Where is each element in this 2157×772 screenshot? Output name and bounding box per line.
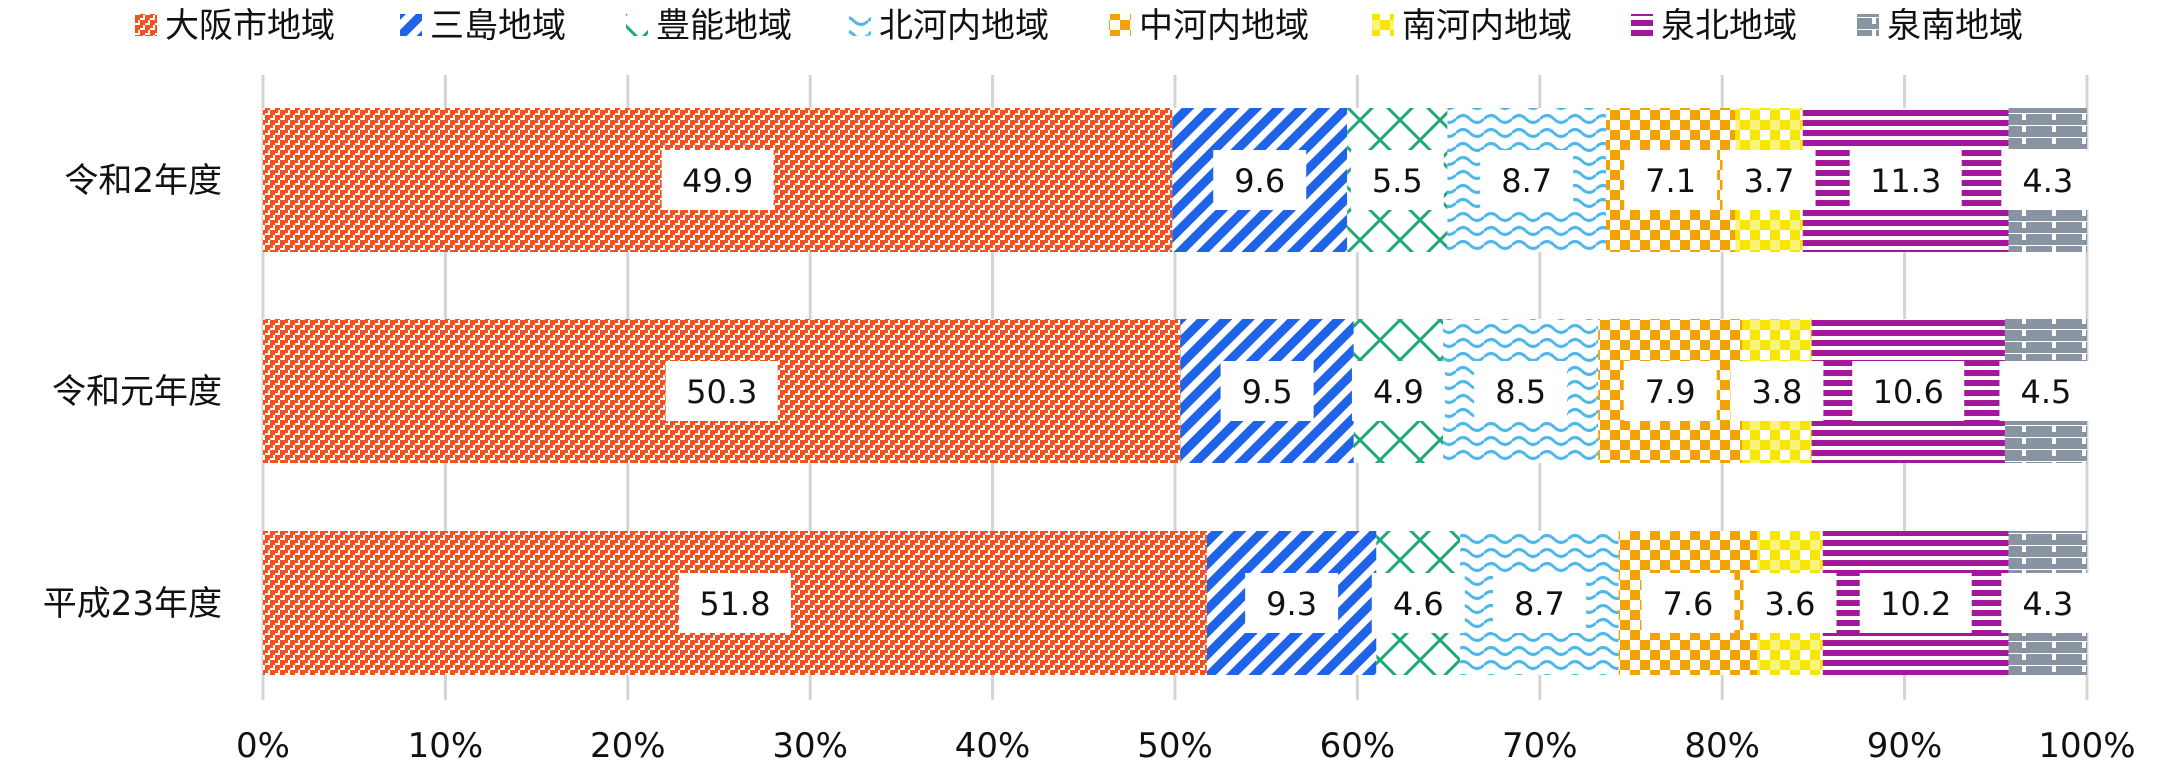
data-label-box [1371,573,1465,633]
data-label-box [1730,361,1824,421]
legend-swatch [135,14,157,36]
data-label: 8.5 [1495,373,1546,411]
data-label-box [1624,150,1718,210]
legend-swatch [1631,14,1653,36]
data-label: 7.6 [1662,585,1713,623]
data-label-box [1220,361,1314,421]
data-label-box [1474,361,1568,421]
data-label-box [1641,573,1735,633]
data-label-box [1480,150,1574,210]
data-label-box [1350,150,1444,210]
legend-entry: 北河内地域 [879,6,1049,46]
legend-entry: 南河内地域 [1402,6,1572,46]
x-tick-label: 70% [1502,726,1578,766]
data-label: 8.7 [1501,162,1552,200]
legend-swatch [1372,14,1394,36]
data-label-box [1492,573,1586,633]
data-label: 9.6 [1234,162,1285,200]
data-label: 3.7 [1744,162,1795,200]
category-label: 令和2年度 [64,161,222,201]
data-label-box [1722,150,1816,210]
data-label-box [678,573,791,633]
data-label: 7.9 [1645,373,1696,411]
data-label-box [1245,573,1339,633]
x-tick-label: 100% [2038,726,2135,766]
data-label: 50.3 [686,373,757,411]
data-label: 11.3 [1870,162,1941,200]
legend-swatch [1109,14,1131,36]
x-tick-label: 60% [1320,726,1396,766]
legend-swatch [626,14,648,36]
data-label: 4.9 [1373,373,1424,411]
data-label: 4.6 [1393,585,1444,623]
data-label-box [1859,573,1972,633]
data-label-box [1743,573,1837,633]
data-label-box [1213,150,1307,210]
legend-entry: 中河内地域 [1139,6,1309,46]
data-label-box [1852,361,1965,421]
data-label: 7.1 [1645,162,1696,200]
data-label-box [661,150,774,210]
legend-swatch [400,14,422,36]
data-label: 49.9 [682,162,753,200]
legend-swatch [849,14,871,36]
x-tick-label: 10% [408,726,484,766]
data-label: 51.8 [699,585,770,623]
data-label: 5.5 [1372,162,1423,200]
data-label: 4.3 [2022,585,2073,623]
x-tick-label: 50% [1137,726,1213,766]
x-tick-label: 90% [1867,726,1943,766]
x-tick-label: 20% [590,726,666,766]
x-tick-label: 30% [772,726,848,766]
x-tick-label: 80% [1684,726,1760,766]
data-label: 4.3 [2022,162,2073,200]
legend-entry: 豊能地域 [656,6,792,46]
x-tick-label: 40% [955,726,1031,766]
legend-entry: 泉南地域 [1887,6,2023,46]
data-label: 10.2 [1880,585,1951,623]
data-label-box [1351,361,1445,421]
legend-entry: 三島地域 [430,6,566,46]
data-label-box [2001,573,2095,633]
value-axis: 0% 10% 20% 30% 40% 50% 60% 70% 80% 90% 100% [236,726,2136,766]
data-label-box [1849,150,1962,210]
legend-swatch [1857,14,1879,36]
category-label: 平成23年度 [43,584,222,624]
x-tick-label: 0% [236,726,290,766]
data-labels: 49.9 9.6 5.5 8.7 7.1 3.7 11.3 4.3 50.3 9.5 4.9 8.5 7… [661,150,2095,633]
data-label-box [2001,150,2095,210]
data-label: 9.3 [1266,585,1317,623]
data-label-box [665,361,778,421]
legend: 大阪市地域 三島地域 豊能地域 北河内地域 中河内地域 南河内地域 泉北地域 泉南地域 [135,6,2023,46]
data-label: 8.7 [1514,585,1565,623]
category-label: 令和元年度 [52,372,222,412]
legend-entry: 泉北地域 [1661,6,1797,46]
data-label: 10.6 [1873,373,1944,411]
data-label-box [1999,361,2093,421]
legend-entry: 大阪市地域 [165,6,335,46]
data-label: 3.8 [1751,373,1802,411]
data-label: 4.5 [2021,373,2072,411]
data-label: 9.5 [1242,373,1293,411]
data-label-box [1623,361,1717,421]
data-label: 3.6 [1765,585,1816,623]
